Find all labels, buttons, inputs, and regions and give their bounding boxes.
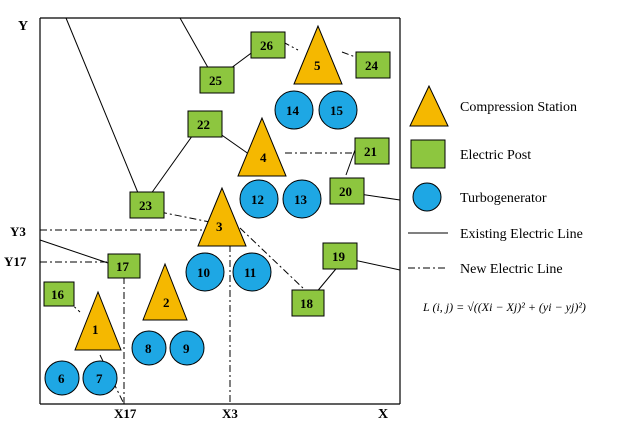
post-label: 23 — [139, 198, 153, 213]
electric-post — [187, 110, 223, 138]
turbine-label: 6 — [58, 371, 65, 386]
turbogenerator — [232, 252, 272, 292]
turbine-label: 15 — [330, 103, 344, 118]
turbogenerator — [169, 330, 205, 366]
station-label: 4 — [260, 150, 267, 165]
legend-post-text: Electric Post — [460, 148, 531, 163]
legend-new-text: New Electric Line — [460, 262, 563, 277]
turbogenerator — [44, 360, 80, 396]
turbogenerator — [185, 252, 225, 292]
post-label: 18 — [300, 296, 314, 311]
legend-post-swatch — [410, 139, 446, 169]
electric-post — [129, 191, 165, 219]
station-label: 1 — [92, 322, 99, 337]
tick-y17: Y17 — [4, 254, 27, 269]
new-line — [99, 354, 125, 405]
legend-turbine-text: Turbogenerator — [460, 191, 547, 206]
tick-x17: X17 — [114, 406, 137, 421]
compression-station — [142, 262, 188, 321]
electric-post — [291, 289, 325, 317]
turbine-label: 7 — [96, 371, 103, 386]
electric-post — [322, 242, 358, 270]
distance-formula: L (i, j) = √((Xi − Xj)² + (yi − yj)²) — [423, 300, 586, 314]
electric-post — [329, 177, 365, 205]
y-axis-label: Y — [18, 19, 28, 34]
legend-turbine-swatch — [412, 182, 442, 212]
turbine-label: 11 — [244, 265, 256, 280]
post-label: 22 — [197, 117, 210, 132]
turbogenerator — [318, 90, 358, 130]
legend-station-text: Compression Station — [460, 100, 577, 115]
tick-y3: Y3 — [10, 224, 26, 239]
x-axis-label: X — [378, 407, 388, 421]
compression-station — [293, 24, 343, 85]
electric-post — [250, 31, 286, 59]
compression-station — [237, 116, 287, 177]
new-line — [159, 211, 211, 223]
turbogenerator — [282, 179, 322, 219]
post-label: 17 — [116, 259, 130, 274]
post-label: 21 — [364, 144, 377, 159]
post-label: 16 — [51, 287, 65, 302]
station-label: 5 — [314, 58, 321, 73]
electric-posts: 16 17 18 19 20 21 22 23 24 25 26 — [43, 31, 391, 317]
post-label: 20 — [339, 184, 352, 199]
station-label: 2 — [163, 295, 170, 310]
electric-post — [199, 66, 235, 94]
new-line — [341, 51, 359, 59]
existing-line — [39, 239, 109, 264]
existing-line — [65, 17, 144, 206]
post-label: 19 — [332, 249, 346, 264]
turbogenerators: 6 7 8 9 10 11 12 13 14 15 — [44, 90, 358, 396]
turbine-label: 9 — [183, 341, 190, 356]
legend-station-swatch — [409, 84, 449, 127]
turbine-label: 8 — [145, 341, 152, 356]
electric-post — [107, 253, 141, 279]
turbogenerator — [131, 330, 167, 366]
legend-existing-text: Existing Electric Line — [460, 227, 583, 242]
existing-line — [345, 149, 356, 176]
electric-post — [354, 137, 390, 165]
post-label: 26 — [260, 38, 274, 53]
station-label: 3 — [216, 219, 223, 234]
turbine-label: 10 — [197, 265, 210, 280]
post-label: 24 — [365, 58, 379, 73]
axes: Y X Y3 Y17 X17 X3 — [4, 17, 401, 421]
turbine-label: 12 — [251, 192, 264, 207]
turbogenerator — [82, 360, 118, 396]
turbine-label: 14 — [286, 103, 300, 118]
tick-x3: X3 — [222, 406, 238, 421]
legend: Compression Station Electric Post Turbog… — [408, 84, 583, 277]
turbine-label: 13 — [294, 192, 308, 207]
electric-post — [43, 281, 75, 307]
compression-station — [74, 290, 122, 351]
post-label: 25 — [209, 73, 223, 88]
turbogenerator — [274, 90, 314, 130]
electric-post — [355, 51, 391, 79]
turbogenerator — [239, 179, 279, 219]
compression-station — [197, 186, 247, 247]
compression-stations: 1 2 3 4 5 — [74, 24, 343, 351]
